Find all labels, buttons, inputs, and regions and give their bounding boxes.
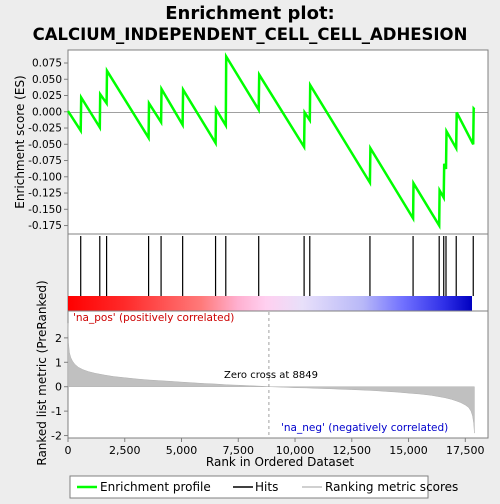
es-y-tick-label: -0.050 xyxy=(28,139,62,151)
es-y-tick-label: -0.175 xyxy=(28,220,62,232)
zero-cross-label: Zero cross at 8849 xyxy=(224,370,318,381)
es-y-axis-label: Enrichment score (ES) xyxy=(13,75,27,208)
metric-y-axis: 2 1 0 -1 -2 xyxy=(51,332,68,443)
metric-y-tick-label: -2 xyxy=(51,430,62,443)
x-tick-label: 10,000 xyxy=(276,444,315,457)
metric-y-tick-label: 2 xyxy=(55,332,62,345)
enrichment-profile-line xyxy=(66,52,476,230)
hits-markers xyxy=(80,236,474,296)
metric-panel xyxy=(67,310,489,439)
es-y-tick-label: -0.150 xyxy=(28,204,62,216)
legend-ranking-label: Ranking metric scores xyxy=(325,480,458,494)
es-y-tick-label: -0.100 xyxy=(28,171,62,183)
legend-hits-label: Hits xyxy=(255,480,278,494)
x-tick-label: 5,000 xyxy=(166,444,198,457)
x-axis-label: Rank in Ordered Dataset xyxy=(206,455,354,469)
ranking-metric-area xyxy=(67,323,475,434)
chart-title-line2: CALCIUM_INDEPENDENT_CELL_CELL_ADHESION xyxy=(33,25,468,44)
x-tick-label: 12,500 xyxy=(333,444,372,457)
x-tick-label: 7,500 xyxy=(223,444,255,457)
es-panel xyxy=(67,49,489,235)
x-tick-label: 15,000 xyxy=(389,444,428,457)
x-tick-label: 0 xyxy=(65,444,72,457)
es-y-tick-label: 0.025 xyxy=(32,90,62,102)
es-y-tick-label: -0.125 xyxy=(28,188,62,200)
x-tick-label: 2,500 xyxy=(109,444,141,457)
x-tick-label: 17,500 xyxy=(446,444,485,457)
metric-y-tick-label: -1 xyxy=(51,405,62,418)
rank-colorbar xyxy=(68,296,472,311)
es-y-tick-label: -0.075 xyxy=(28,155,62,167)
x-axis: 0 2,500 5,000 7,500 10,000 12,500 15,000 17,500 xyxy=(65,438,485,457)
pos-label: 'na_pos' (positively correlated) xyxy=(73,312,234,324)
es-y-tick-label: 0.000 xyxy=(32,106,62,118)
es-y-tick-label: -0.025 xyxy=(28,123,62,135)
es-y-tick-label: 0.075 xyxy=(32,58,62,70)
neg-label: 'na_neg' (negatively correlated) xyxy=(281,422,448,434)
metric-y-axis-label: Ranked list metric (PreRanked) xyxy=(35,280,49,465)
legend-enrichment-label: Enrichment profile xyxy=(100,480,211,494)
metric-y-tick-label: 0 xyxy=(55,381,62,394)
es-y-axis: 0.075 0.050 0.025 0.000 -0.025 -0.050 -0.075 -0… xyxy=(28,58,68,232)
es-y-tick-label: 0.050 xyxy=(32,74,62,86)
metric-y-tick-label: 1 xyxy=(55,356,62,369)
chart-title-line1: Enrichment plot: xyxy=(165,3,335,24)
